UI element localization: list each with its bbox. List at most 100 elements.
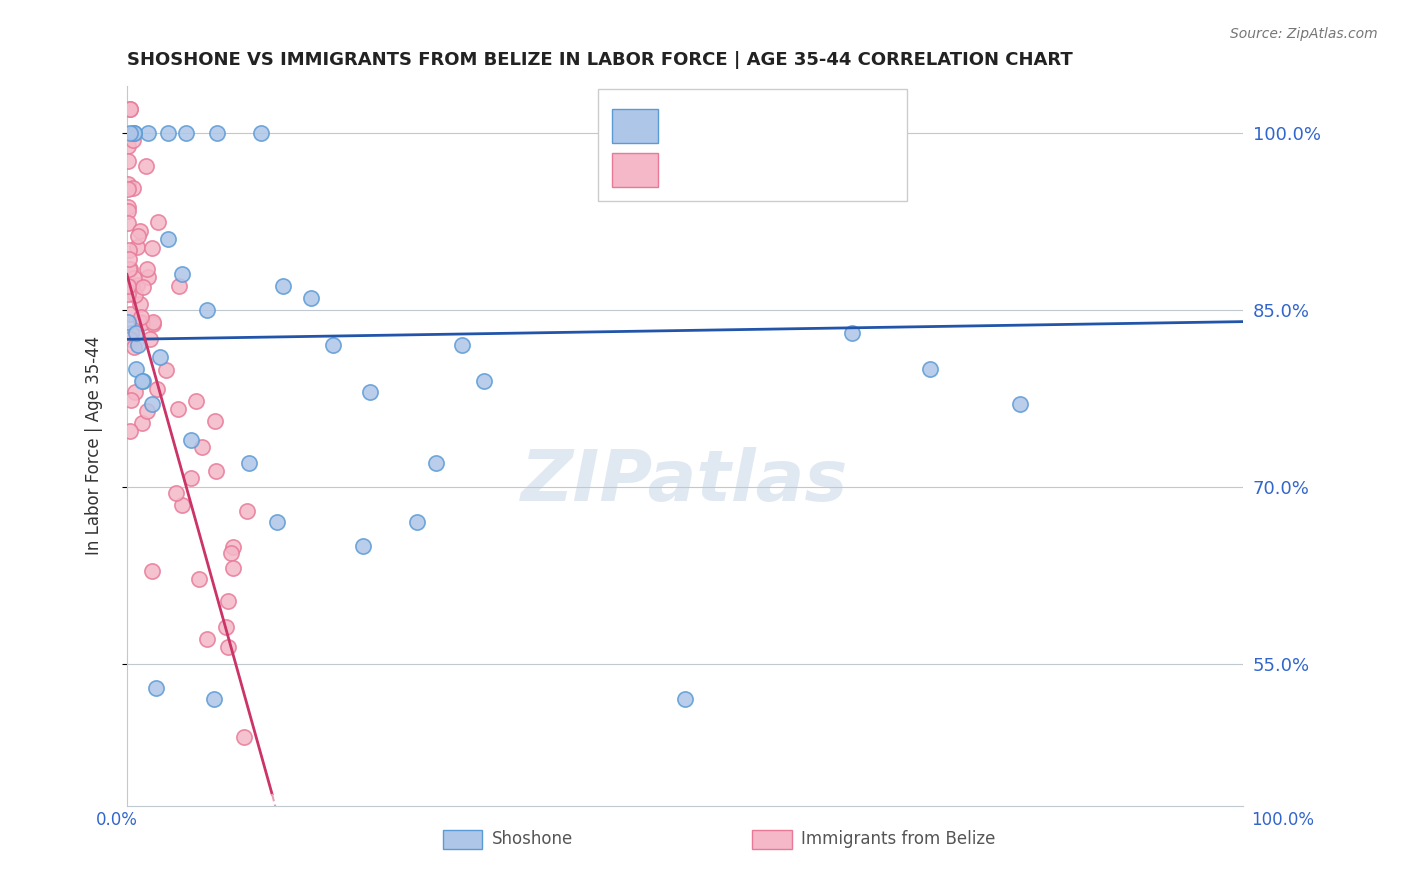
Point [250, 126, 273, 140]
Point [117, 200, 139, 214]
Text: 0.0%: 0.0% [96, 811, 138, 829]
Point [146, 215, 169, 229]
Point [138, 332, 160, 346]
Point [172, 498, 194, 512]
Point [136, 262, 159, 277]
Point [136, 403, 159, 417]
Text: SHOSHONE VS IMMIGRANTS FROM BELIZE IN LABOR FORCE | AGE 35-44 CORRELATION CHART: SHOSHONE VS IMMIGRANTS FROM BELIZE IN LA… [127, 51, 1073, 69]
Point [131, 315, 153, 329]
Point [145, 681, 167, 695]
Point [174, 126, 197, 140]
Text: 100.0%: 100.0% [1251, 811, 1315, 829]
Point [118, 102, 141, 116]
Point [120, 307, 142, 321]
Text: 0.016: 0.016 [714, 118, 772, 136]
Point [118, 332, 141, 346]
Point [167, 402, 190, 417]
Point [118, 243, 141, 257]
Point [180, 471, 202, 485]
Point [121, 279, 143, 293]
Point [125, 361, 148, 376]
Point [118, 102, 141, 116]
Point [425, 456, 447, 470]
Point [117, 286, 139, 301]
Point [124, 126, 146, 140]
Point [120, 326, 142, 340]
Point [117, 278, 139, 293]
Point [118, 252, 141, 266]
Point [191, 441, 214, 455]
Point [117, 128, 139, 142]
Point [117, 315, 139, 329]
Point [406, 516, 429, 530]
Point [472, 374, 495, 388]
Point [146, 382, 169, 396]
Point [127, 338, 149, 352]
Point [920, 361, 942, 376]
Point [352, 539, 374, 553]
Point [136, 126, 159, 140]
Point [129, 224, 152, 238]
Point [122, 181, 145, 195]
Point [233, 730, 256, 744]
Point [118, 261, 141, 276]
Point [156, 232, 179, 246]
Text: -0.468: -0.468 [714, 162, 773, 180]
Point [180, 433, 202, 447]
Point [118, 126, 141, 140]
Point [217, 593, 239, 607]
Point [156, 126, 179, 140]
Point [205, 126, 228, 140]
Point [204, 414, 226, 428]
Point [127, 278, 149, 293]
Point [141, 564, 163, 578]
Point [221, 546, 243, 560]
Point [117, 154, 139, 169]
Text: 69: 69 [820, 162, 842, 180]
Point [170, 268, 193, 282]
Point [141, 241, 163, 255]
Point [142, 317, 165, 331]
Y-axis label: In Labor Force | Age 35-44: In Labor Force | Age 35-44 [86, 336, 103, 555]
Point [1008, 397, 1031, 411]
Point [129, 310, 152, 324]
Point [359, 385, 381, 400]
Point [217, 640, 239, 654]
Text: N =: N = [778, 118, 808, 136]
Point [222, 561, 245, 575]
Point [117, 215, 139, 229]
Point [202, 692, 225, 706]
Point [131, 374, 153, 388]
Point [124, 385, 146, 400]
Point [124, 126, 146, 140]
Text: Source: ZipAtlas.com: Source: ZipAtlas.com [1230, 27, 1378, 41]
Point [120, 392, 142, 407]
Point [131, 416, 153, 430]
Point [214, 620, 236, 634]
Point [266, 516, 288, 530]
Point [125, 326, 148, 341]
Point [450, 338, 472, 352]
Text: R =: R = [671, 118, 702, 136]
Point [273, 279, 295, 293]
Point [127, 228, 149, 243]
Point [238, 456, 260, 470]
Point [122, 270, 145, 285]
Point [117, 139, 139, 153]
Text: Shoshone: Shoshone [492, 830, 574, 848]
Text: Immigrants from Belize: Immigrants from Belize [801, 830, 995, 848]
Point [117, 204, 139, 219]
Point [131, 316, 153, 330]
Point [205, 464, 228, 478]
Point [125, 239, 148, 253]
Point [131, 280, 153, 294]
Point [673, 692, 696, 706]
Point [195, 632, 218, 646]
Point [322, 338, 344, 352]
Point [184, 393, 207, 408]
Point [149, 350, 172, 364]
Text: 37: 37 [820, 118, 844, 136]
Point [132, 374, 155, 388]
Point [117, 181, 139, 195]
Point [841, 326, 863, 341]
